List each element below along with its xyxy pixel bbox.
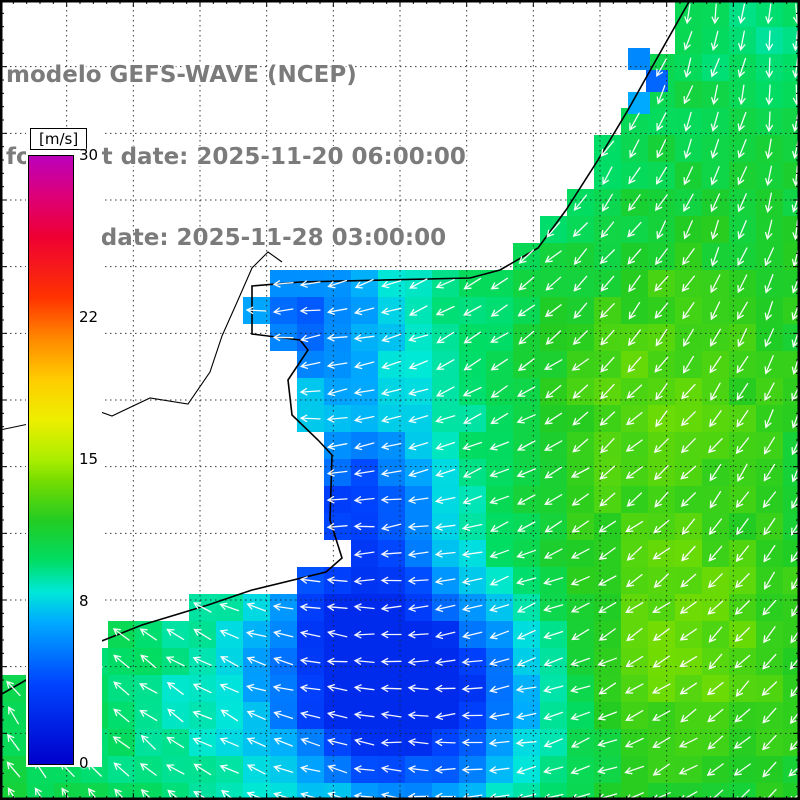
colorbar-tick-label: 15 [79,450,99,468]
colorbar-tick-label: 8 [79,592,89,610]
colorbar-gradient [28,155,74,765]
title-block: modelo GEFS-WAVE (NCEP) forecast date: 2… [6,8,466,306]
colorbar-tick-label: 30 [79,146,99,164]
colorbar-units-label: [m/s] [30,128,88,150]
colorbar-ticks: 30 22 15 8 0 [74,146,100,772]
coastline-path [0,0,691,800]
colorbar-tick-label: 0 [79,754,89,772]
model-title: modelo GEFS-WAVE (NCEP) [6,62,357,89]
colorbar-tick-label: 22 [79,308,99,326]
colorbar: [m/s] 30 22 15 8 0 [26,128,102,772]
